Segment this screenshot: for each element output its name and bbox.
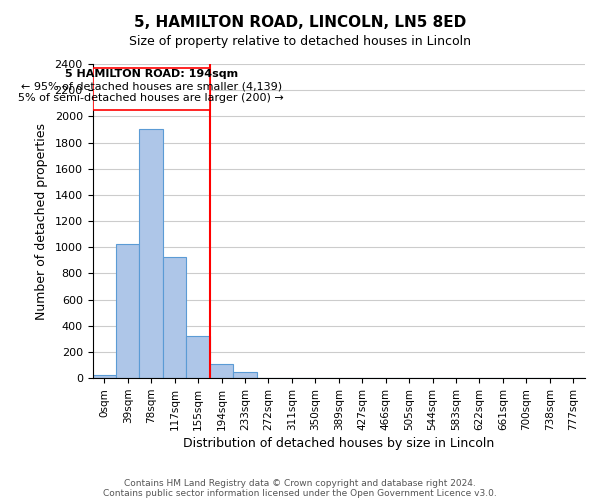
- X-axis label: Distribution of detached houses by size in Lincoln: Distribution of detached houses by size …: [183, 437, 494, 450]
- Text: ← 95% of detached houses are smaller (4,139): ← 95% of detached houses are smaller (4,…: [20, 81, 282, 91]
- Bar: [163, 257, 187, 378]
- Bar: [187, 336, 210, 378]
- Text: Size of property relative to detached houses in Lincoln: Size of property relative to detached ho…: [129, 35, 471, 48]
- Bar: [233, 372, 257, 378]
- Bar: [116, 244, 139, 378]
- Text: 5 HAMILTON ROAD: 194sqm: 5 HAMILTON ROAD: 194sqm: [65, 69, 238, 79]
- Text: 5, HAMILTON ROAD, LINCOLN, LN5 8ED: 5, HAMILTON ROAD, LINCOLN, LN5 8ED: [134, 15, 466, 30]
- Text: Contains public sector information licensed under the Open Government Licence v3: Contains public sector information licen…: [103, 488, 497, 498]
- Text: 5% of semi-detached houses are larger (200) →: 5% of semi-detached houses are larger (2…: [18, 94, 284, 104]
- FancyBboxPatch shape: [92, 68, 210, 110]
- Text: Contains HM Land Registry data © Crown copyright and database right 2024.: Contains HM Land Registry data © Crown c…: [124, 478, 476, 488]
- Y-axis label: Number of detached properties: Number of detached properties: [35, 122, 47, 320]
- Bar: [210, 364, 233, 378]
- Bar: [139, 130, 163, 378]
- Bar: [92, 375, 116, 378]
